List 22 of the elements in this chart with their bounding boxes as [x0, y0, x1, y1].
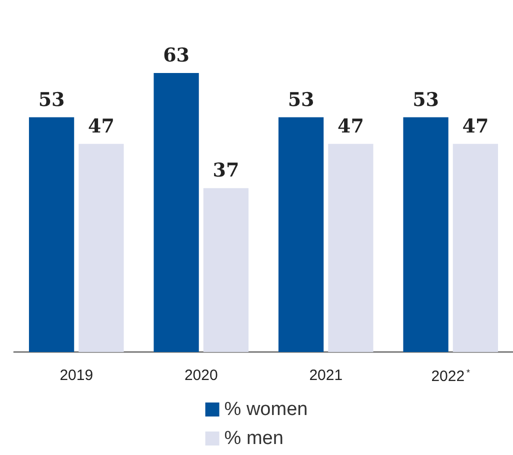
data-label: 47	[337, 115, 364, 138]
x-tick-label: 2020	[184, 367, 218, 384]
data-label: 37	[212, 160, 240, 182]
legend-label: % men	[224, 428, 284, 449]
bar	[328, 144, 374, 352]
bar	[278, 117, 324, 352]
bar	[452, 144, 498, 352]
bar	[28, 117, 74, 352]
data-label: 53	[38, 88, 65, 111]
data-label: 53	[412, 88, 440, 111]
legend-label: % women	[224, 399, 308, 420]
x-tick-label: 2022*	[431, 368, 471, 385]
bar	[154, 73, 199, 352]
data-label: 47	[88, 115, 114, 138]
data-label: 53	[288, 88, 314, 111]
bar	[203, 188, 249, 352]
data-label: 47	[462, 115, 489, 138]
x-tick-label: 2019	[60, 367, 94, 384]
bar	[403, 117, 448, 352]
x-tick-label: 2021	[309, 367, 343, 384]
data-label: 63	[163, 44, 190, 66]
bar	[78, 144, 124, 352]
